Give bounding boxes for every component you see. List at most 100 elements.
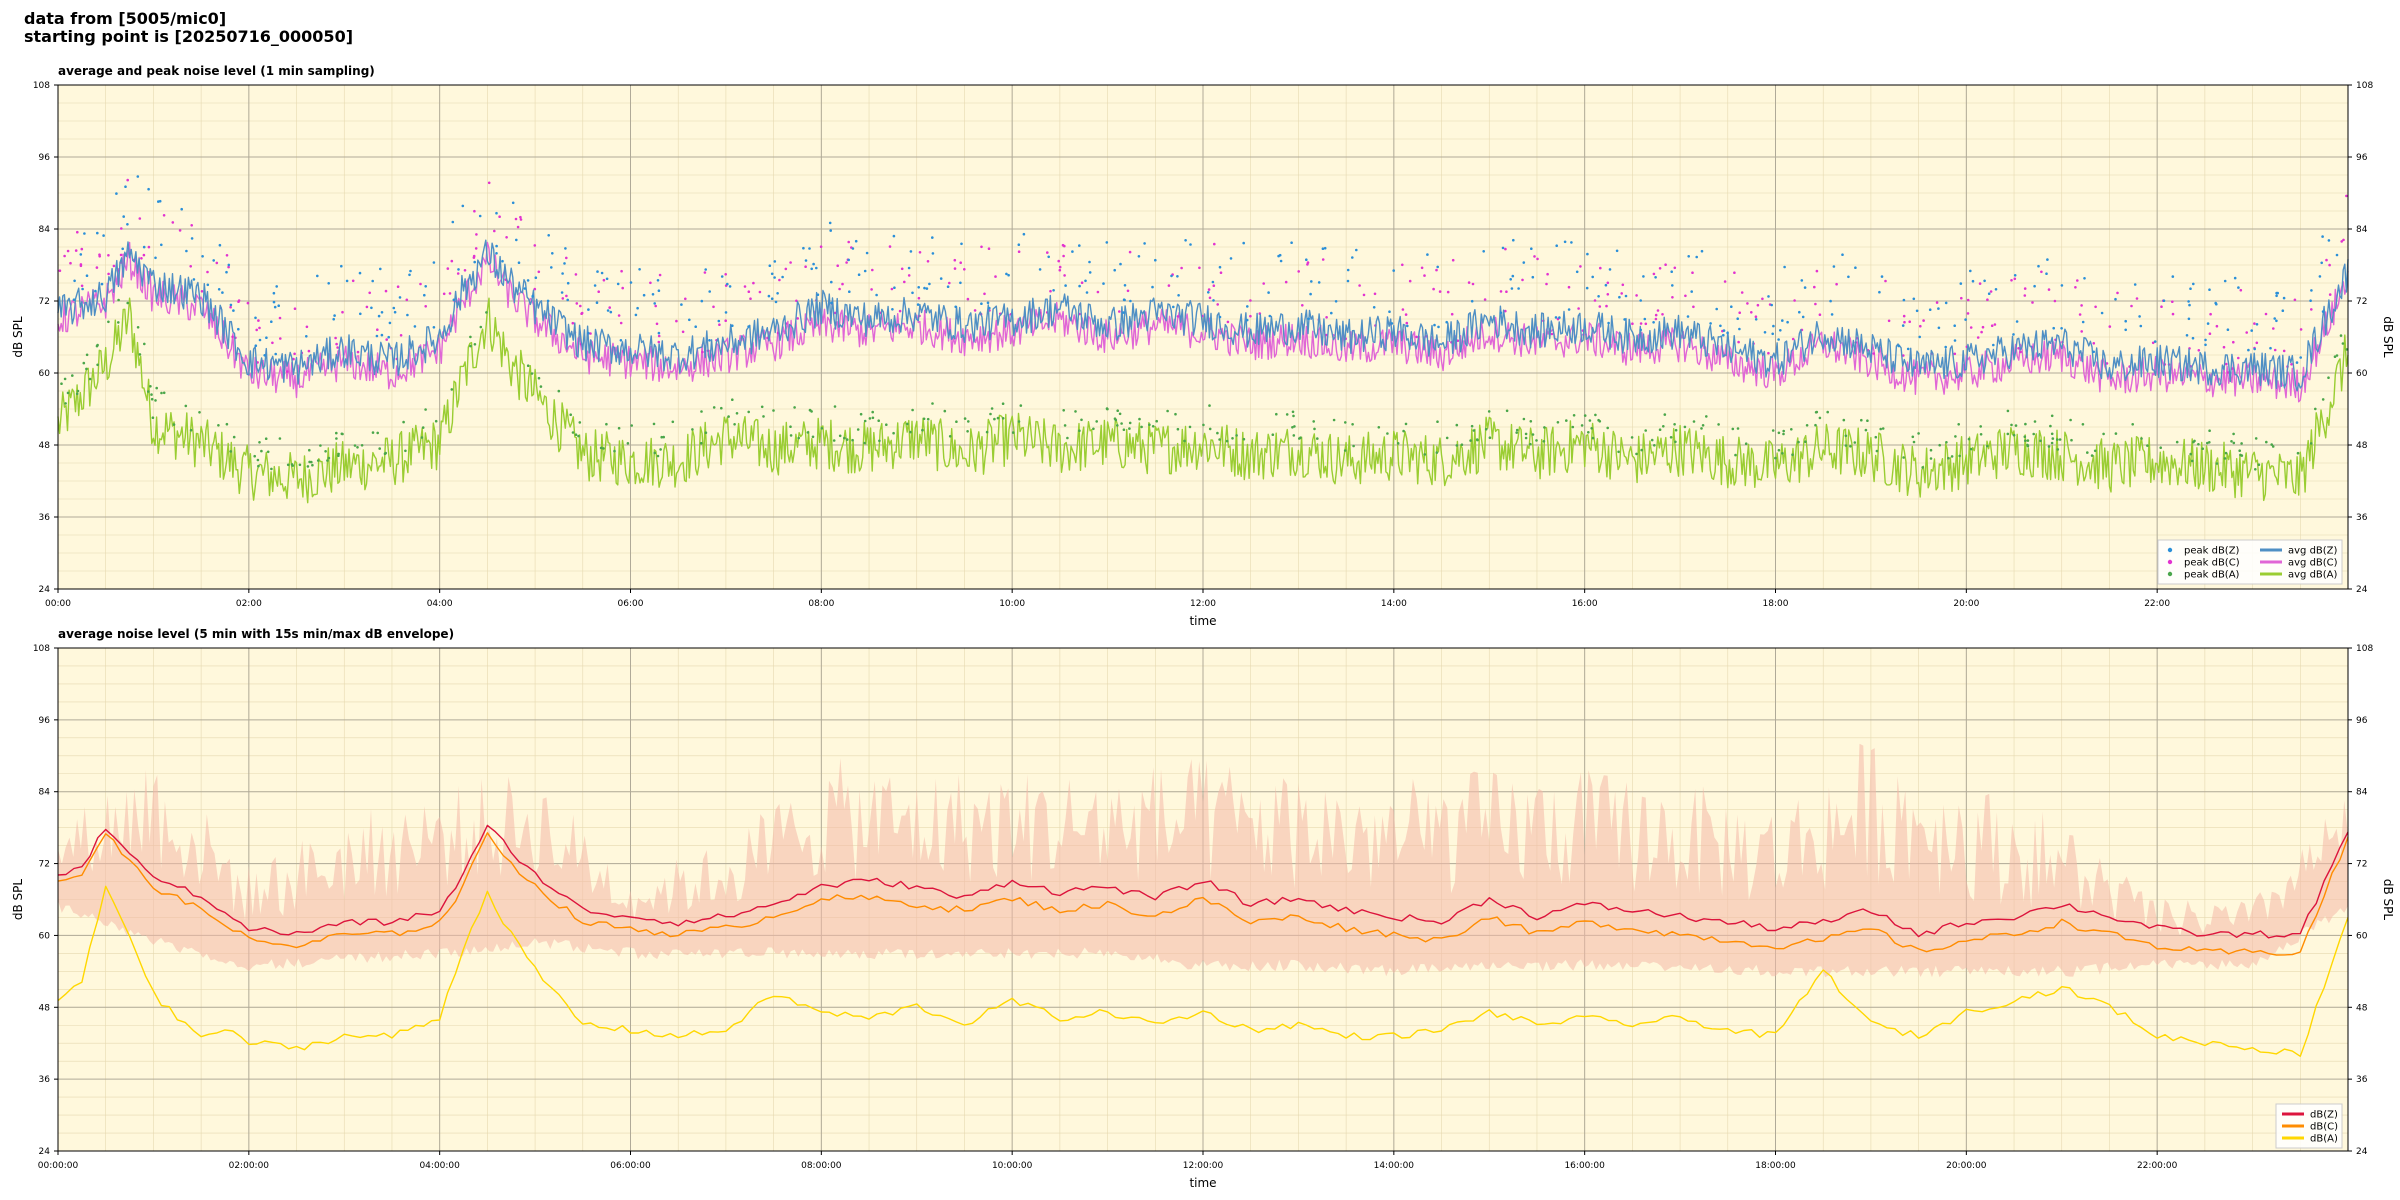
chart1-peak-point [1298,437,1301,440]
chart1-peak-point [69,261,72,265]
chart1-peak-point [1386,432,1389,435]
chart1-peak-point [1213,242,1216,246]
chart1-peak-point [530,372,534,375]
chart1-peak-point [1057,259,1060,263]
chart1-peak-point [2024,422,2027,426]
chart1-peak-point [147,245,151,249]
chart1-peak-point [1967,437,1971,441]
chart1-peak-point [1756,303,1760,307]
chart1-peak-point [2047,288,2051,291]
chart1-peak-point [1797,440,1800,444]
chart1-peak-point [1445,436,1449,440]
chart1-peak-point [2135,297,2139,300]
chart1-peak-point [989,412,992,416]
chart1-peak-point [1723,280,1727,283]
chart1-peak-point [1088,271,1092,274]
chart1-peak-point [1978,282,1982,285]
chart1-peak-point [1709,322,1712,325]
chart1-peak-point [260,449,263,453]
chart1-peak-point [2253,347,2256,351]
chart1-peak-point [461,204,465,208]
chart1-peak-point [1928,308,1932,312]
chart1-peak-point [2114,432,2118,435]
chart1-peak-point [890,287,894,291]
chart1-peak-point [863,441,866,445]
chart1-peak-point [517,261,521,265]
chart1-peak-point [704,431,708,435]
chart1-peak-point [80,284,84,288]
chart1-peak-point [1470,424,1474,428]
chart1-peak-point [1106,407,1109,411]
chart1-peak-point [772,409,775,412]
chart1-peak-point [1291,410,1295,414]
chart1-peak-point [1166,409,1169,413]
chart1-peak-point [1880,275,1884,278]
chart1-peak-point [1423,453,1427,456]
chart1-peak-point [2281,309,2285,313]
chart1-xtick-label: 22:00 [2144,599,2170,609]
chart1-peak-point [379,267,382,271]
chart1-peak-point [2333,355,2337,359]
chart1-peak-point [731,398,734,402]
chart2-ytick-label-right: 72 [2356,860,2367,870]
chart1-peak-point [1275,412,1278,416]
chart1-peak-point [286,370,289,373]
chart1-peak-point [2327,376,2330,380]
chart1-peak-point [593,284,597,287]
chart1-peak-point [1671,284,1674,287]
chart1-peak-point [1116,424,1119,427]
chart1-peak-point [526,279,530,282]
chart1-peak-point [1911,435,1915,439]
chart1-peak-point [1022,232,1026,236]
chart1-peak-point [1517,287,1520,290]
chart1-peak-point [1216,303,1219,306]
chart1-peak-point [749,297,752,301]
chart1-peak-point [1670,270,1673,274]
chart1-peak-point [1432,287,1435,291]
chart1-peak-point [1588,419,1592,422]
chart1-peak-point [1504,247,1507,251]
chart1-ytick-label-right: 84 [2356,225,2368,235]
chart1-peak-point [1129,299,1132,303]
chart1-peak-point [1184,239,1187,242]
chart1-xtick-label: 04:00 [427,599,453,609]
chart1-peak-point [1607,321,1610,325]
chart1-peak-point [1310,280,1313,283]
chart1-peak-point [1219,271,1223,275]
chart1-peak-point [1902,354,1905,357]
chart1-peak-point [1064,284,1067,287]
chart1-peak-point [1017,243,1021,246]
chart1-peak-point [2239,288,2243,292]
chart1-peak-point [1958,454,1961,458]
chart1-peak-point [1767,351,1770,355]
chart1-peak-point [996,416,1000,420]
chart1-peak-point [360,444,364,447]
chart1-peak-point [1063,274,1066,277]
chart1-peak-point [833,405,837,408]
chart1-peak-point [1947,456,1950,460]
chart1-peak-point [1874,435,1878,439]
chart1-peak-point [1875,449,1879,453]
chart1-peak-point [1390,322,1394,325]
chart1-peak-point [519,218,523,221]
chart1-peak-point [2116,291,2119,295]
chart1-peak-point [2185,334,2189,337]
chart1-peak-point [2345,348,2349,351]
chart1-peak-point [1521,278,1524,282]
chart1-legend-label: avg dB(Z) [2288,546,2338,557]
chart1-peak-point [700,410,703,413]
chart1-peak-point [2130,304,2133,308]
chart1-ytick-label: 48 [39,441,51,451]
chart1-peak-point [1140,425,1143,429]
chart2-ytick-label-right: 48 [2356,1003,2368,1013]
chart1-peak-point [1993,323,1997,326]
chart1-peak-point [1078,284,1081,288]
chart1-peak-point [1297,270,1300,273]
chart1-peak-point [1306,261,1310,264]
chart1-peak-point [1344,421,1347,424]
chart1-peak-point [368,291,372,295]
chart1-peak-point [1455,423,1459,427]
chart1-peak-point [953,267,957,270]
chart1-peak-point [1804,440,1807,444]
chart1-series-z-line [57,239,2349,392]
